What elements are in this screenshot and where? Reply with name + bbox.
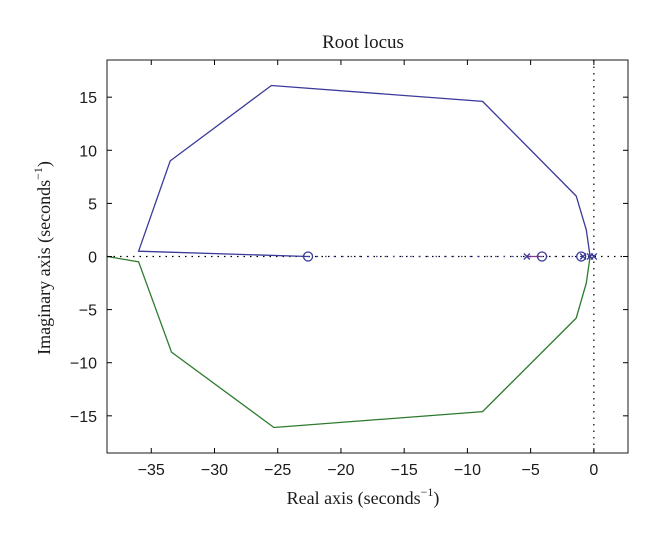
x-tick-label: −20	[327, 462, 354, 479]
y-tick-label: 5	[88, 196, 97, 213]
x-tick-label: −35	[138, 462, 165, 479]
y-tick-label: −10	[70, 356, 97, 373]
x-axis-label-superscript: −1	[421, 485, 434, 499]
y-axis-label-close: )	[34, 161, 55, 167]
x-tick-label: 0	[589, 462, 598, 479]
y-tick-label: 0	[88, 250, 97, 267]
x-axis-label: Real axis (seconds−1)	[287, 485, 440, 509]
x-axis-label-text: Real axis (seconds	[287, 488, 421, 509]
pole-marker-1	[579, 253, 587, 260]
y-tick-label: 10	[79, 143, 97, 160]
pole-marker-3	[590, 253, 598, 260]
y-axis-label: Imaginary axis (seconds−1)	[31, 161, 55, 355]
y-tick-label: −15	[70, 409, 97, 426]
x-tick-label: −5	[522, 462, 540, 479]
x-axis-label-close: )	[433, 488, 439, 509]
x-tick-label: −15	[391, 462, 418, 479]
x-tick-label: −10	[454, 462, 481, 479]
y-axis-label-superscript: −1	[31, 167, 45, 180]
x-tick-label: −30	[201, 462, 228, 479]
y-tick-label: −5	[79, 303, 97, 320]
chart-title: Root locus	[322, 32, 404, 53]
locus-branch-0	[137, 84, 591, 258]
x-tick-label: −25	[264, 462, 291, 479]
zero-marker-1	[536, 251, 548, 262]
y-tick-label: 15	[79, 90, 97, 107]
plot-area: −35 −30 −25 −20 −15 −10 −5 0 −15 −10 −5 0 5 10 15	[70, 59, 629, 479]
zero-marker-2	[576, 251, 587, 262]
pole-marker-0	[523, 253, 531, 260]
zero-marker-0	[302, 251, 314, 262]
y-axis-label-text: Imaginary axis (seconds	[34, 180, 55, 355]
locus-branch-1	[106, 255, 591, 429]
